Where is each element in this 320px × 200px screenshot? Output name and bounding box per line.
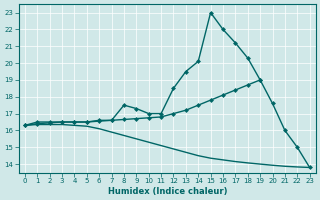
X-axis label: Humidex (Indice chaleur): Humidex (Indice chaleur)	[108, 187, 227, 196]
